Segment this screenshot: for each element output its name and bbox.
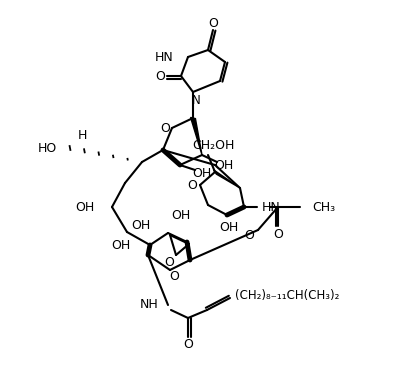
Text: HN: HN <box>262 200 281 213</box>
Text: O: O <box>187 179 197 192</box>
Text: H: H <box>77 128 87 141</box>
Text: O: O <box>155 69 165 83</box>
Polygon shape <box>190 117 202 155</box>
Text: O: O <box>160 122 170 134</box>
Text: O: O <box>208 16 218 29</box>
Text: O: O <box>273 227 283 240</box>
Text: O: O <box>183 338 193 352</box>
Polygon shape <box>214 170 240 188</box>
Text: O: O <box>244 229 254 242</box>
Text: OH: OH <box>75 200 94 213</box>
Text: HO: HO <box>38 141 57 155</box>
Text: O: O <box>164 256 174 269</box>
Text: HN: HN <box>154 51 173 64</box>
Text: OH: OH <box>111 239 130 251</box>
Text: (CH₂)₈₋₁₁CH(CH₃)₂: (CH₂)₈₋₁₁CH(CH₃)₂ <box>235 290 339 303</box>
Text: O: O <box>169 271 179 283</box>
Text: CH₃: CH₃ <box>312 200 335 213</box>
Text: N: N <box>192 93 200 107</box>
Text: NH: NH <box>139 298 158 312</box>
Text: OH: OH <box>131 218 150 232</box>
Text: OH: OH <box>193 166 212 179</box>
Text: OH: OH <box>220 221 239 234</box>
Text: OH: OH <box>171 208 190 221</box>
Text: CH₂OH: CH₂OH <box>192 139 234 152</box>
Text: OH: OH <box>215 158 234 171</box>
